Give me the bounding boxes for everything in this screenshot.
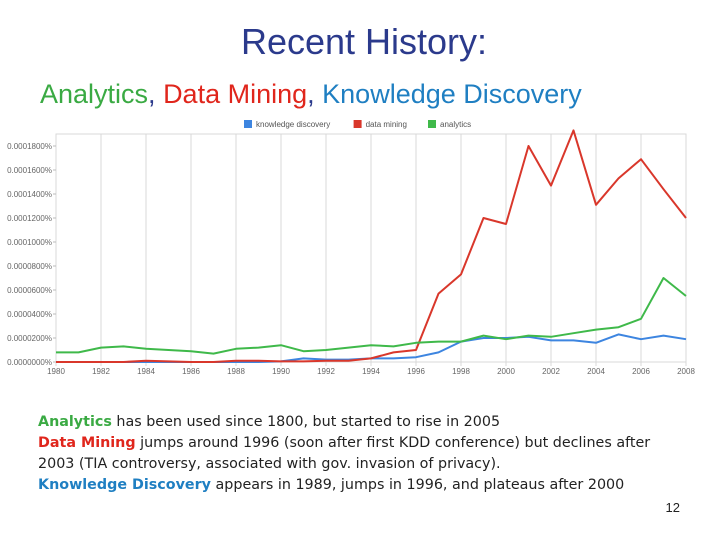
x-tick-label: 1988 bbox=[227, 367, 245, 376]
y-axis: 0.0000000% 0.0000200% 0.0000400% 0.0000600%… bbox=[7, 142, 52, 367]
page-number: 12 bbox=[665, 500, 680, 515]
note-text: appears in 1989, jumps in 1996, and plat… bbox=[211, 477, 625, 493]
chart-grid bbox=[53, 133, 687, 366]
series-line-data-mining bbox=[56, 129, 687, 363]
x-tick-label: 1980 bbox=[47, 367, 65, 376]
legend-swatch bbox=[428, 120, 436, 128]
x-tick-label: 2008 bbox=[677, 367, 695, 376]
y-tick-label: 0.0000000% bbox=[7, 358, 52, 367]
note-keyword-knowledge-discovery: Knowledge Discovery bbox=[38, 477, 211, 493]
subtitle-analytics: Analytics bbox=[40, 79, 149, 109]
chart-legend: knowledge discovery data mining analytics bbox=[244, 120, 471, 129]
x-tick-label: 1982 bbox=[92, 367, 110, 376]
x-tick-label: 1994 bbox=[362, 367, 380, 376]
y-tick-label: 0.0001600% bbox=[7, 166, 52, 175]
y-tick-label: 0.0001800% bbox=[7, 142, 52, 151]
note-line: Knowledge Discovery appears in 1989, jum… bbox=[38, 475, 728, 496]
line-chart: knowledge discovery data mining analytics … bbox=[7, 120, 695, 376]
note-keyword-data-mining: Data Mining bbox=[38, 435, 136, 451]
series-line-analytics bbox=[56, 277, 687, 355]
x-tick-label: 2000 bbox=[497, 367, 515, 376]
y-tick-label: 0.0000200% bbox=[7, 334, 52, 343]
slide-notes: Analytics has been used since 1800, but … bbox=[38, 412, 728, 496]
y-tick-label: 0.0000400% bbox=[7, 310, 52, 319]
y-tick-label: 0.0001000% bbox=[7, 238, 52, 247]
subtitle-separator: , bbox=[307, 79, 323, 109]
subtitle-separator: , bbox=[148, 79, 164, 109]
legend-label: knowledge discovery bbox=[256, 120, 330, 129]
slide-title: Recent History: bbox=[240, 21, 488, 62]
slide-subtitle: Analytics, Data Mining, Knowledge Discov… bbox=[40, 78, 720, 110]
x-tick-label: 1998 bbox=[452, 367, 470, 376]
x-tick-label: 1996 bbox=[407, 367, 425, 376]
legend-label: analytics bbox=[440, 120, 471, 129]
subtitle-data-mining: Data Mining bbox=[163, 79, 308, 109]
legend-swatch bbox=[244, 120, 252, 128]
x-tick-label: 2006 bbox=[632, 367, 650, 376]
note-keyword-analytics: Analytics bbox=[38, 414, 112, 430]
note-line: Analytics has been used since 1800, but … bbox=[38, 412, 728, 433]
y-tick-label: 0.0000600% bbox=[7, 286, 52, 295]
legend-label: data mining bbox=[366, 120, 407, 129]
x-axis: 1980 1982 1984 1986 1988 1990 1992 1994 1996 1998… bbox=[47, 367, 695, 376]
note-text: 2003 (TIA controversy, associated with g… bbox=[38, 456, 501, 472]
x-tick-label: 1986 bbox=[182, 367, 200, 376]
legend-swatch bbox=[353, 120, 362, 128]
x-tick-label: 1984 bbox=[137, 367, 155, 376]
note-text: has been used since 1800, but started to… bbox=[111, 414, 501, 430]
subtitle-knowledge-discovery: Knowledge Discovery bbox=[322, 79, 582, 109]
x-tick-label: 2004 bbox=[587, 367, 605, 376]
note-line: 2003 (TIA controversy, associated with g… bbox=[38, 454, 728, 475]
note-line: Data Mining jumps around 1996 (soon afte… bbox=[38, 433, 728, 454]
x-tick-label: 1990 bbox=[272, 367, 290, 376]
y-tick-label: 0.0001200% bbox=[7, 214, 52, 223]
x-tick-label: 2002 bbox=[542, 367, 560, 376]
y-tick-label: 0.0000800% bbox=[7, 262, 52, 271]
chart-series bbox=[56, 129, 687, 363]
y-tick-label: 0.0001400% bbox=[7, 190, 52, 199]
x-tick-label: 1992 bbox=[317, 367, 335, 376]
note-text: jumps around 1996 (soon after first KDD … bbox=[135, 435, 651, 451]
